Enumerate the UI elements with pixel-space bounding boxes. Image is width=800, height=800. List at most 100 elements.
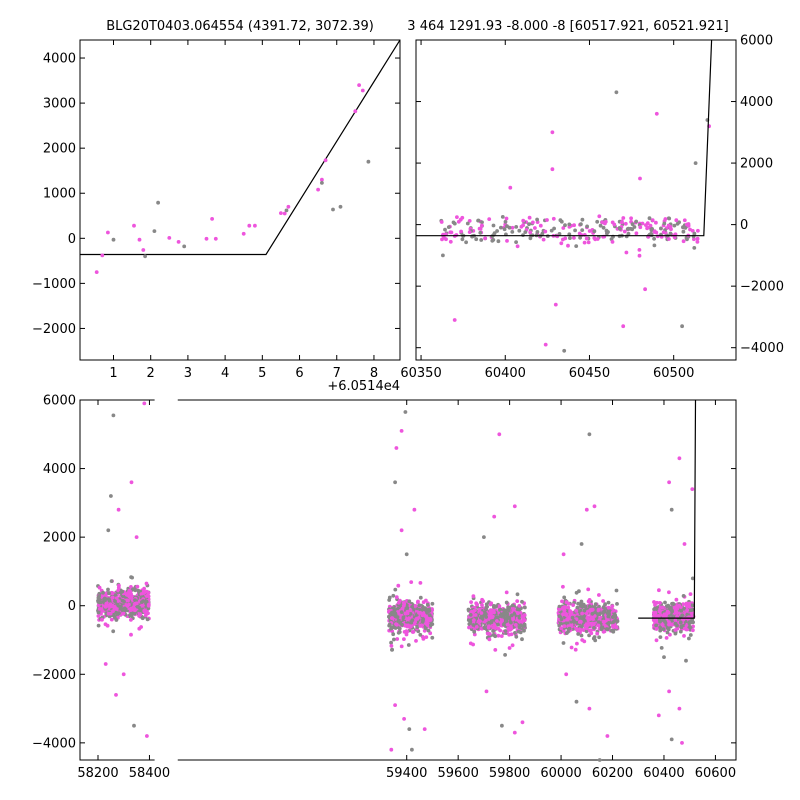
data-point-pink [592, 622, 596, 626]
data-point-gray [658, 628, 663, 633]
data-point-pink [492, 610, 496, 615]
data-point-pink [667, 237, 671, 241]
data-point-pink [577, 620, 582, 624]
data-point-pink [550, 130, 555, 135]
data-point-gray [578, 604, 583, 608]
data-point-pink [565, 617, 569, 622]
data-point-pink [682, 218, 687, 223]
data-point-gray [595, 219, 600, 224]
data-point-pink [495, 619, 499, 623]
data-point-pink [675, 614, 679, 619]
data-point-gray [587, 604, 592, 609]
axis-break [154, 398, 178, 402]
data-point-pink [551, 216, 556, 221]
data-point-gray [604, 627, 609, 631]
data-point-pink [116, 599, 121, 603]
data-point-pink [634, 231, 639, 236]
data-point-pink [474, 625, 479, 629]
data-point-gray [97, 594, 101, 598]
data-point-gray [396, 606, 400, 611]
data-point-gray [658, 619, 662, 624]
y-tick-label: 6000 [740, 34, 773, 49]
data-point-pink [141, 248, 146, 252]
data-point-pink [413, 604, 418, 608]
data-point-pink [637, 253, 642, 258]
x-tick-label: 60350 [400, 366, 441, 381]
data-point-gray [688, 620, 693, 625]
data-point-pink [425, 619, 430, 624]
data-point-gray [575, 605, 580, 610]
data-point-gray [472, 629, 477, 634]
data-point-pink [586, 587, 591, 592]
data-point-gray [665, 630, 670, 635]
data-point-pink [658, 601, 662, 605]
data-point-pink [665, 609, 670, 614]
data-point-pink [417, 611, 421, 615]
data-point-pink [645, 226, 649, 231]
x-tick-label: 60400 [485, 366, 526, 381]
data-point-pink [606, 605, 611, 610]
data-point-pink [478, 226, 483, 231]
data-point-pink [403, 611, 408, 616]
data-point-gray [479, 238, 484, 242]
data-point-gray [392, 637, 396, 642]
data-point-gray [143, 254, 148, 259]
data-point-pink [510, 225, 515, 230]
data-point-gray [395, 615, 400, 619]
data-point-pink [478, 619, 482, 624]
data-point-gray [688, 633, 693, 637]
data-point-pink [589, 631, 594, 636]
data-point-pink [110, 595, 115, 600]
data-point-gray [691, 234, 696, 239]
data-point-gray [580, 624, 584, 629]
data-point-pink [481, 599, 485, 604]
data-point-pink [520, 720, 525, 725]
data-point-pink [559, 241, 564, 246]
data-point-gray [387, 598, 392, 602]
model-line [416, 40, 713, 237]
data-point-gray [423, 626, 428, 631]
x-tick-label: 60450 [569, 366, 610, 381]
data-point-gray [597, 604, 601, 609]
data-point-gray [145, 617, 150, 622]
x-tick-label: 7 [333, 366, 341, 381]
data-point-gray [659, 646, 664, 650]
data-point-pink [559, 626, 564, 631]
data-point-gray [687, 636, 691, 641]
data-point-pink [137, 626, 142, 631]
data-point-gray [566, 629, 570, 634]
data-point-gray [133, 598, 137, 602]
y-tick-label: −2000 [32, 322, 76, 337]
data-point-pink [467, 219, 472, 223]
panel-top-left: −2000 −1000 0 1000 2000 3000 4000 1 2 3 4 5 6 7 8 BLG20… [32, 19, 401, 394]
data-point-pink [624, 250, 629, 255]
plot-frame [79, 399, 737, 761]
data-point-gray [584, 629, 589, 634]
data-point-gray [615, 602, 619, 606]
data-point-gray [107, 598, 112, 603]
data-point-gray [562, 595, 567, 600]
data-point-pink [413, 620, 417, 624]
data-point-pink [655, 234, 660, 239]
data-point-pink [112, 605, 117, 609]
data-point-pink [674, 218, 679, 223]
data-point-pink [204, 236, 209, 241]
data-point-gray [517, 228, 522, 233]
data-point-pink [643, 287, 647, 292]
data-point-pink [484, 618, 488, 623]
data-point-gray [491, 223, 496, 228]
data-point-gray [678, 620, 683, 625]
data-point-pink [586, 617, 591, 622]
data-point-pink [108, 611, 113, 616]
y-tick-label: 0 [740, 218, 748, 233]
data-point-pink [493, 625, 498, 630]
data-point-pink [663, 217, 668, 221]
data-point-pink [557, 607, 561, 612]
data-point-pink [121, 611, 126, 616]
data-point-gray [491, 238, 496, 242]
y-tick-label: 4000 [43, 462, 76, 477]
data-point-gray [668, 605, 672, 610]
data-point-gray [604, 228, 609, 233]
data-point-gray [182, 244, 187, 249]
